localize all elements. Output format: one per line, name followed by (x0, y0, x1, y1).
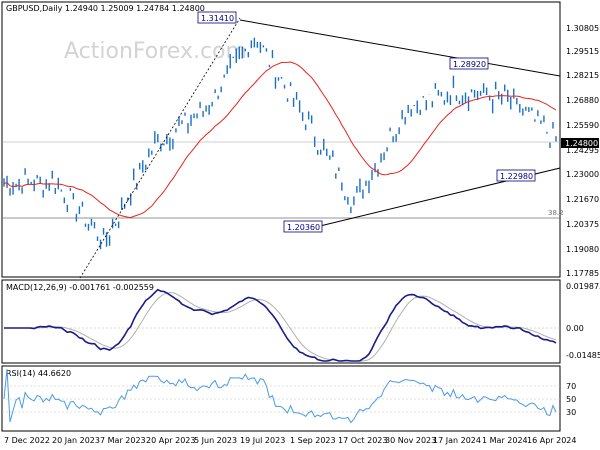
fib-382-label: 38.2 (548, 209, 564, 217)
trendline-dotted (79, 17, 241, 279)
annotation-lower-high: 1.28920 (449, 57, 489, 70)
price-tick: 1.29515 (566, 47, 599, 56)
macd-tick-top: 0.019875 (566, 282, 600, 291)
x-tick: 19 Jul 2023 (240, 436, 285, 445)
trendline-upper (239, 19, 561, 77)
x-tick: 20 Jan 2023 (52, 436, 100, 445)
x-tick: 1 Mar 2024 (482, 436, 528, 445)
annotation-recent-low: 1.22980 (496, 169, 536, 182)
price-panel (1, 1, 561, 278)
x-tick: 17 Jan 2024 (433, 436, 481, 445)
x-tick: 30 Nov 2023 (385, 436, 436, 445)
symbol-header: GBPUSD,Daily 1.24940 1.25009 1.24784 1.2… (6, 4, 205, 13)
rsi-panel (1, 365, 561, 432)
price-tick: 1.30805 (566, 24, 599, 33)
x-tick: 5 Jun 2023 (194, 436, 237, 445)
price-tick: 1.19080 (566, 245, 599, 254)
price-tick: 1.23000 (566, 170, 599, 179)
price-tick: 1.25590 (566, 121, 599, 130)
price-tick: 1.28215 (566, 71, 599, 80)
x-tick: 7 Dec 2022 (4, 436, 50, 445)
annotation-low: 1.20360 (283, 220, 323, 233)
price-axis: 1.30805 1.29515 1.28215 1.26880 1.25590 … (566, 24, 599, 278)
x-tick: 16 Apr 2024 (527, 436, 576, 445)
price-tick: 1.26880 (566, 96, 599, 105)
watermark: ActionForex.com (64, 39, 247, 64)
x-tick: 1 Sep 2023 (290, 436, 336, 445)
rsi-line (3, 368, 557, 424)
x-tick: 17 Oct 2023 (338, 436, 387, 445)
moving-average-line (3, 61, 557, 219)
svg-text:1.20360: 1.20360 (287, 223, 320, 232)
svg-text:1.31410: 1.31410 (201, 14, 234, 23)
price-tick: 1.17785 (566, 269, 599, 278)
rsi-tick-30: 30 (566, 408, 576, 417)
price-tick: 1.20375 (566, 220, 599, 229)
svg-text:1.28920: 1.28920 (453, 60, 486, 69)
current-price-label: 1.24800 (565, 139, 598, 148)
annotation-high: 1.31410 (197, 11, 237, 24)
rsi-header: RSI(14) 44.6620 (6, 369, 71, 378)
macd-panel (1, 279, 561, 364)
rsi-tick-70: 70 (566, 382, 576, 391)
macd-tick-zero: 0.00 (566, 324, 584, 333)
rsi-tick-50: 50 (566, 395, 576, 404)
x-tick: 7 Mar 2023 (100, 436, 146, 445)
macd-signal-line (4, 292, 557, 362)
macd-tick-bottom: -0.014858 (566, 351, 600, 360)
price-tick: 1.24295 (566, 146, 599, 155)
x-tick: 20 Apr 2023 (146, 436, 195, 445)
x-axis: 7 Dec 2022 20 Jan 2023 7 Mar 2023 20 Apr… (4, 436, 576, 445)
price-tick: 1.21670 (566, 195, 599, 204)
current-price-box (561, 138, 599, 148)
macd-header: MACD(12,26,9) -0.001761 -0.002559 (6, 283, 154, 292)
svg-text:1.22980: 1.22980 (500, 172, 533, 181)
macd-line (4, 288, 557, 362)
